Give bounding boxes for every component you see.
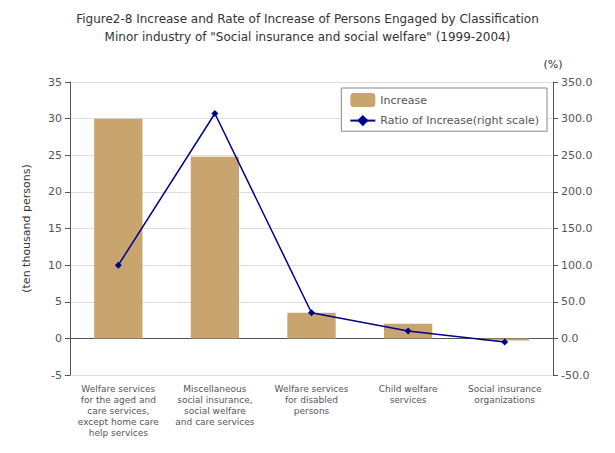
svg-text:25: 25 (48, 149, 62, 162)
svg-text:and care services: and care services (175, 417, 254, 427)
svg-text:150.0: 150.0 (561, 222, 593, 235)
svg-text:help services: help services (89, 428, 149, 438)
svg-text:care services,: care services, (87, 406, 149, 416)
svg-text:persons: persons (294, 406, 330, 416)
svg-text:-5: -5 (51, 369, 62, 382)
svg-text:(ten thousand persons): (ten thousand persons) (20, 164, 33, 292)
svg-text:0: 0 (55, 332, 62, 345)
svg-text:50.0: 50.0 (561, 295, 586, 308)
svg-text:5: 5 (55, 295, 62, 308)
svg-text:organizations: organizations (474, 395, 535, 405)
svg-text:250.0: 250.0 (561, 149, 593, 162)
svg-text:200.0: 200.0 (561, 185, 593, 198)
svg-text:social welfare: social welfare (184, 406, 246, 416)
svg-text:10: 10 (48, 259, 62, 272)
svg-text:100.0: 100.0 (561, 259, 593, 272)
svg-text:except home care: except home care (78, 417, 159, 427)
svg-text:services: services (390, 395, 427, 405)
svg-text:-50.0: -50.0 (561, 369, 589, 382)
svg-text:Welfare services: Welfare services (275, 384, 349, 394)
svg-text:350.0: 350.0 (561, 76, 593, 89)
svg-text:15: 15 (48, 222, 62, 235)
svg-text:social insurance,: social insurance, (177, 395, 252, 405)
svg-text:20: 20 (48, 185, 62, 198)
svg-text:Ratio of Increase(right scale): Ratio of Increase(right scale) (380, 114, 539, 127)
svg-text:Increase: Increase (380, 94, 427, 107)
svg-text:300.0: 300.0 (561, 112, 593, 125)
svg-text:35: 35 (48, 76, 62, 89)
svg-text:30: 30 (48, 112, 62, 125)
svg-text:(%): (%) (543, 58, 562, 71)
svg-text:for the aged and: for the aged and (81, 395, 156, 405)
svg-text:0.0: 0.0 (561, 332, 579, 345)
svg-text:Social insurance: Social insurance (468, 384, 542, 394)
svg-text:Miscellaneous: Miscellaneous (183, 384, 246, 394)
svg-text:for disabled: for disabled (285, 395, 338, 405)
svg-text:Welfare services: Welfare services (81, 384, 155, 394)
svg-text:Minor industry of "Social insu: Minor industry of "Social insurance and … (105, 30, 511, 44)
svg-text:Child welfare: Child welfare (379, 384, 438, 394)
svg-text:Figure2-8 Increase and Rate of: Figure2-8 Increase and Rate of Increase … (76, 12, 539, 26)
